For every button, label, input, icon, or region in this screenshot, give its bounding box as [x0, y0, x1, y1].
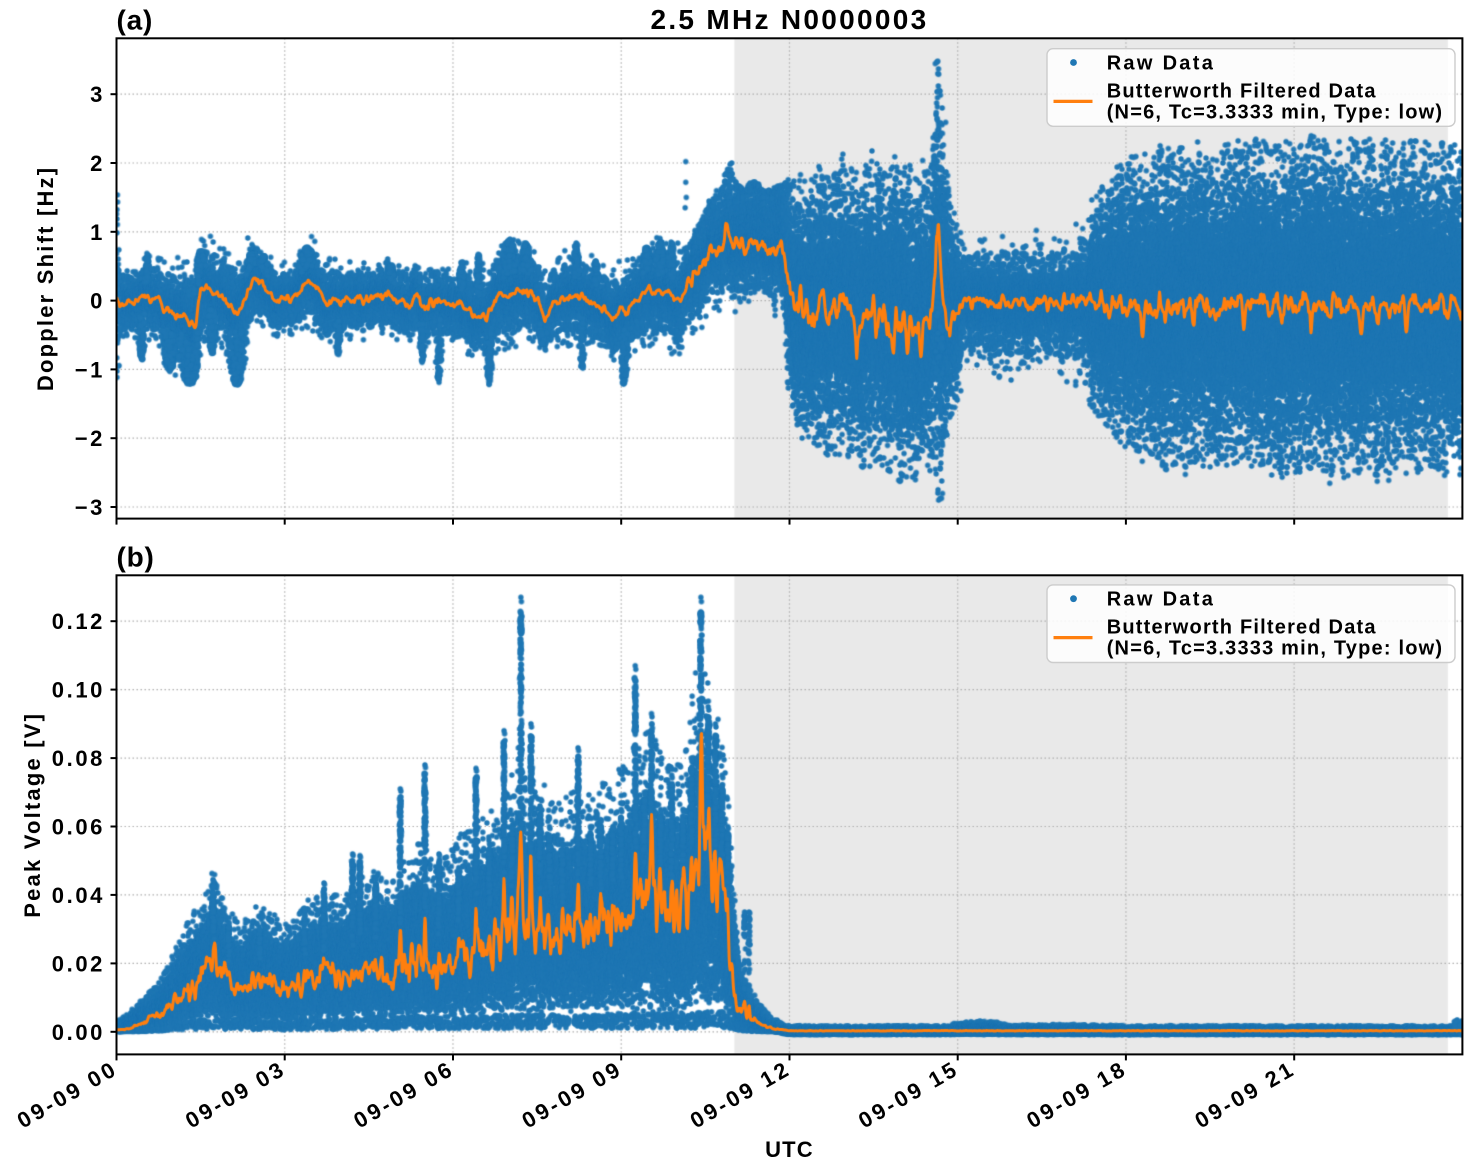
svg-text:3: 3 — [90, 82, 105, 107]
svg-text:09-09 06: 09-09 06 — [349, 1056, 458, 1133]
svg-text:−2: −2 — [75, 426, 105, 451]
svg-text:Raw Data: Raw Data — [1107, 589, 1215, 611]
svg-text:Peak Voltage [V]: Peak Voltage [V] — [20, 712, 45, 918]
svg-text:0: 0 — [90, 289, 105, 314]
svg-text:Doppler Shift [Hz]: Doppler Shift [Hz] — [33, 166, 58, 391]
svg-text:(b): (b) — [117, 542, 155, 573]
svg-text:2.5 MHz N0000003: 2.5 MHz N0000003 — [650, 4, 928, 35]
svg-text:(N=6, Tc=3.3333 min, Type: low: (N=6, Tc=3.3333 min, Type: low) — [1107, 101, 1444, 123]
svg-text:09-09 18: 09-09 18 — [1022, 1056, 1131, 1133]
svg-text:Butterworth Filtered Data: Butterworth Filtered Data — [1107, 617, 1377, 639]
svg-text:0.08: 0.08 — [52, 746, 105, 771]
svg-text:Butterworth Filtered Data: Butterworth Filtered Data — [1107, 80, 1377, 102]
svg-text:0.10: 0.10 — [52, 678, 105, 703]
svg-text:09-09 00: 09-09 00 — [13, 1056, 122, 1133]
svg-text:1: 1 — [90, 220, 105, 245]
svg-text:Raw Data: Raw Data — [1107, 53, 1215, 75]
svg-text:0.12: 0.12 — [52, 609, 105, 634]
svg-text:09-09 09: 09-09 09 — [518, 1056, 627, 1133]
svg-text:(N=6, Tc=3.3333 min, Type: low: (N=6, Tc=3.3333 min, Type: low) — [1107, 638, 1444, 660]
svg-text:09-09 03: 09-09 03 — [181, 1056, 290, 1133]
svg-text:−1: −1 — [75, 357, 105, 382]
svg-text:−3: −3 — [75, 495, 105, 520]
svg-text:(a): (a) — [117, 5, 154, 36]
svg-text:0.06: 0.06 — [52, 815, 105, 840]
svg-text:09-09 12: 09-09 12 — [686, 1056, 795, 1133]
svg-text:09-09 21: 09-09 21 — [1191, 1056, 1300, 1133]
svg-text:0.04: 0.04 — [52, 883, 105, 908]
svg-text:UTC: UTC — [765, 1137, 814, 1162]
svg-text:0.02: 0.02 — [52, 951, 105, 976]
svg-text:09-09 15: 09-09 15 — [854, 1056, 963, 1133]
svg-text:2: 2 — [90, 151, 105, 176]
svg-text:0.00: 0.00 — [52, 1020, 105, 1045]
